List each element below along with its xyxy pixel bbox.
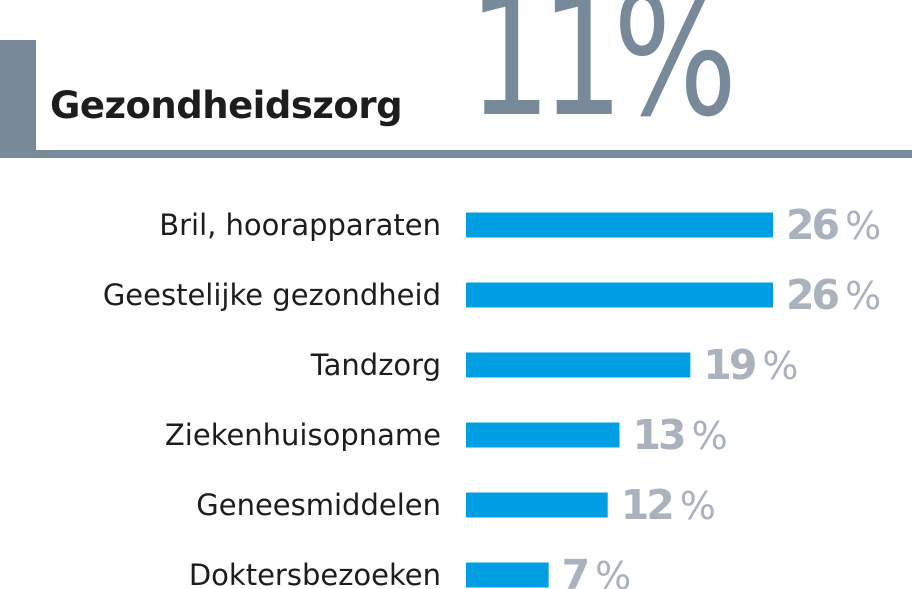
bar-tandzorg (466, 352, 691, 378)
value-label-doktersbezoeken: 7% (562, 551, 632, 589)
headline-percentage: 11% (468, 0, 737, 154)
header-rule (0, 150, 912, 158)
category-label-doktersbezoeken: Doktersbezoeken (189, 558, 441, 589)
category-label-geestelijke-gezondheid: Geestelijke gezondheid (103, 278, 441, 312)
accent-side-bar (0, 40, 36, 158)
category-label-tandzorg: Tandzorg (310, 348, 441, 382)
bar-geneesmiddelen (466, 492, 608, 518)
value-label-geneesmiddelen: 12% (621, 481, 716, 529)
bar-geestelijke-gezondheid (466, 282, 773, 308)
bar-ziekenhuisopname (466, 422, 620, 448)
chart-title: Gezondheidszorg (50, 84, 403, 127)
bar-bril-hoorapparaten (466, 212, 773, 238)
category-label-bril-hoorapparaten: Bril, hoorapparaten (159, 208, 441, 242)
value-label-bril-hoorapparaten: 26% (786, 201, 881, 249)
bar-doktersbezoeken (466, 562, 549, 588)
value-label-ziekenhuisopname: 13% (633, 411, 728, 459)
category-label-ziekenhuisopname: Ziekenhuisopname (165, 418, 441, 452)
value-label-tandzorg: 19% (703, 341, 798, 389)
value-label-geestelijke-gezondheid: 26% (786, 271, 881, 319)
category-label-geneesmiddelen: Geneesmiddelen (196, 488, 441, 522)
